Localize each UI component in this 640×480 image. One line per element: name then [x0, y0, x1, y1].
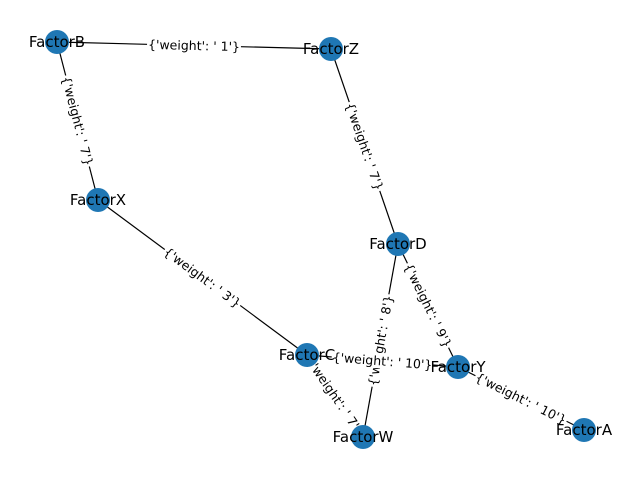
edge-label: {'weight': ' 9'} [401, 261, 455, 350]
nodes-layer: FactorB FactorZ FactorX FactorD FactorC Facto… [29, 30, 613, 449]
edge-label-background [146, 36, 242, 55]
edge-label-group: {'weight': ' 3'} [160, 243, 245, 312]
edge-label-group: {'weight': ' 1'} [146, 36, 242, 55]
edge-label-background [302, 352, 368, 440]
node-label-factorc: FactorC [279, 346, 335, 364]
edge-label-background [160, 243, 245, 312]
edge-label: {'weight': ' 3'} [161, 244, 244, 311]
edge-labels-layer: {'weight': ' 1'} {'weight': ' 7'} {'weight… [58, 36, 570, 440]
node-label-factory: FactorY [430, 358, 486, 376]
node-factory [446, 355, 470, 379]
edge-label-background [400, 260, 456, 351]
edge-label-background [331, 349, 434, 373]
node-label-factorb: FactorB [29, 33, 85, 51]
edge-label-background [472, 369, 570, 428]
node-label-factora: FactorA [556, 421, 613, 439]
node-factorx [86, 188, 110, 212]
node-factorz [319, 37, 343, 61]
edge-label: {'weight': ' 10'} [473, 369, 569, 427]
node-factorb [45, 30, 69, 54]
node-factora [572, 418, 596, 442]
edge-label: {'weight': ' 8'} [365, 294, 396, 387]
node-label-factorz: FactorZ [303, 40, 359, 58]
edge-label-background [58, 73, 97, 169]
edge-label-group: {'weight': ' 9'} [400, 260, 456, 351]
node-factord [386, 232, 410, 256]
edge-label-background [342, 99, 387, 194]
node-label-factord: FactorD [369, 235, 426, 253]
node-label-factorw: FactorW [333, 428, 394, 446]
edge-label-group: {'weight': ' 8'} [364, 292, 397, 389]
node-factorc [295, 343, 319, 367]
node-factorw [351, 425, 375, 449]
edge-label: {'weight': ' 7'} [342, 101, 386, 193]
edge-label: {'weight': ' 7'} [59, 75, 97, 168]
node-label-factorx: FactorX [70, 191, 126, 209]
edge-label-group: {'weight': ' 7'} [342, 99, 387, 194]
edge-label: {'weight': ' 1'} [148, 37, 240, 54]
edge-label-group: {'weight': ' 10'} [472, 369, 570, 428]
edge-label-group: {'weight': ' 7'} [58, 73, 97, 169]
